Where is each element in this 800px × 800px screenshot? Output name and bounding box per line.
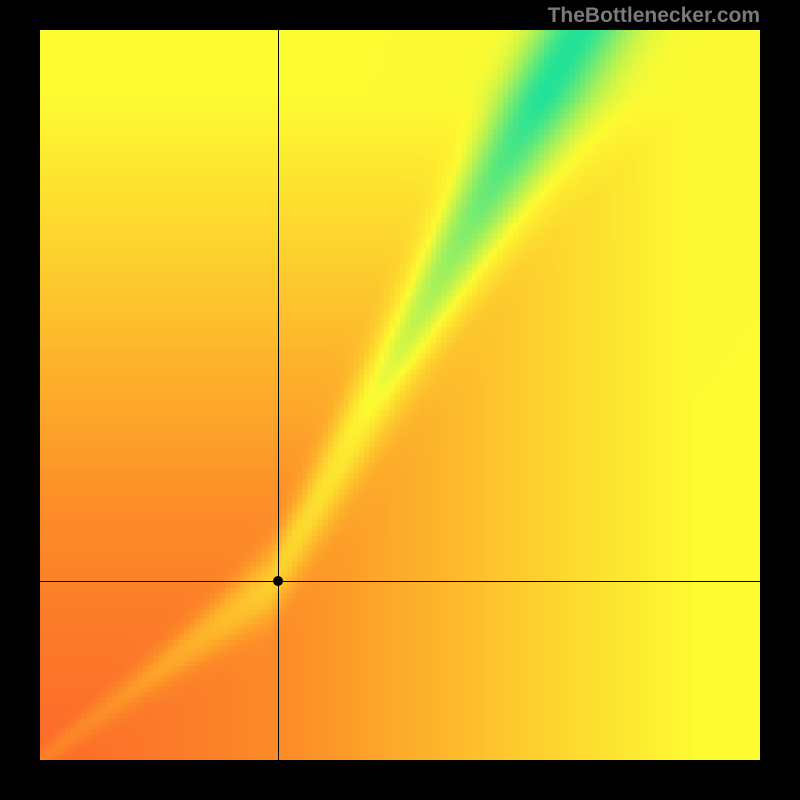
chart-frame: TheBottlenecker.com <box>0 0 800 800</box>
crosshair-horizontal <box>40 581 760 582</box>
crosshair-vertical <box>278 30 279 760</box>
plot-area <box>40 30 760 760</box>
watermark-text: TheBottlenecker.com <box>548 4 760 28</box>
heatmap-canvas <box>40 30 760 760</box>
